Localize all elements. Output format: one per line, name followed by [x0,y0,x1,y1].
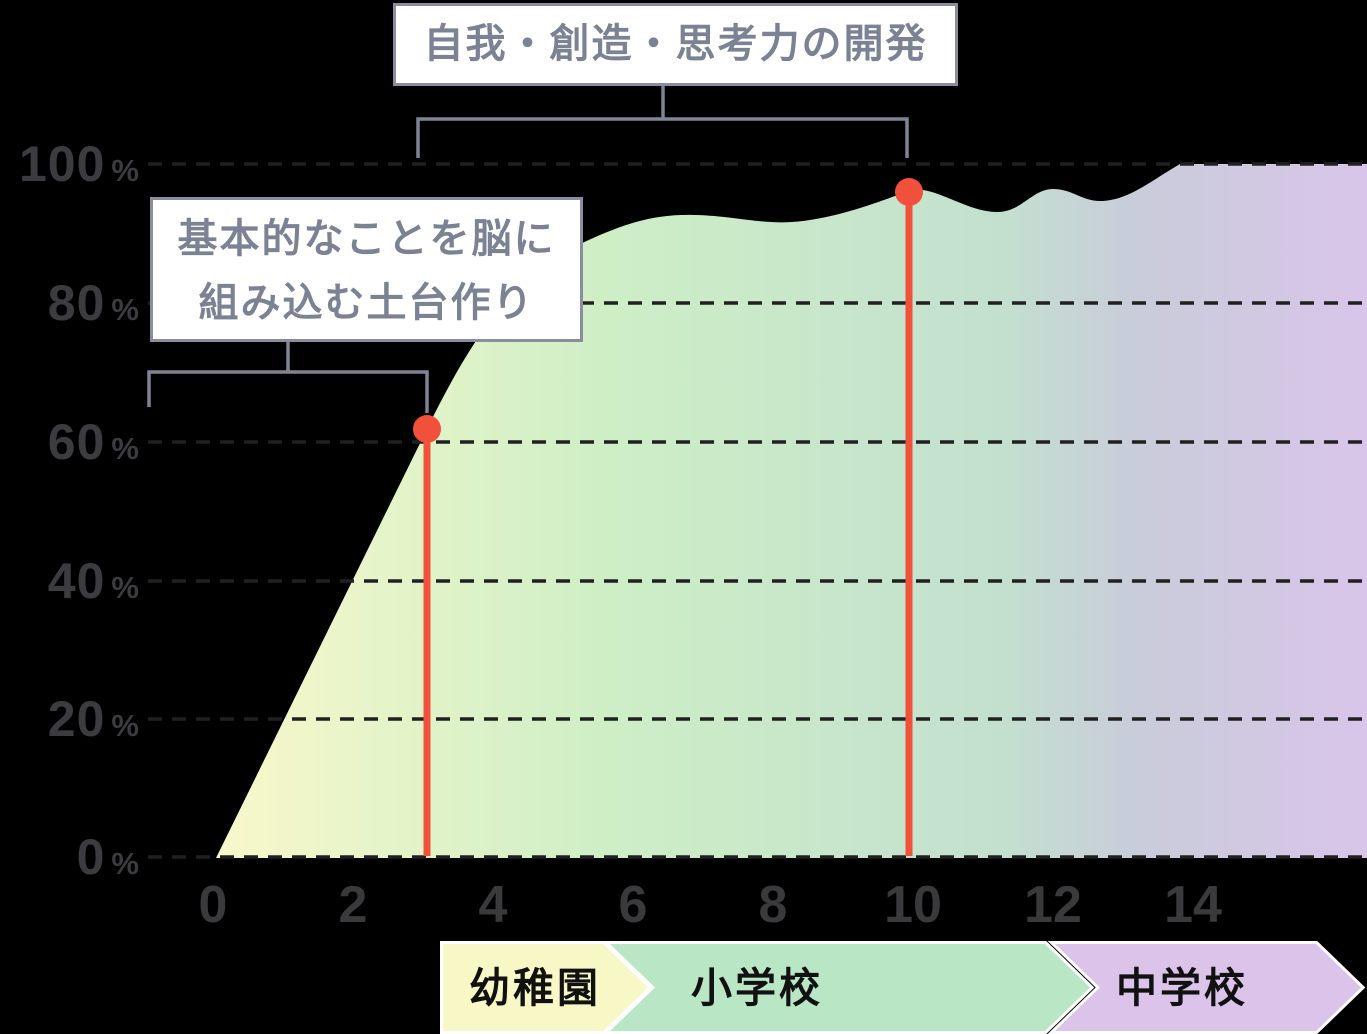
stage-juniorhigh-arrow [1047,941,1366,1034]
x-tick-10: 10 [884,876,942,934]
stage-label-juniorhigh: 中学校 [1116,965,1248,1011]
percent-sign: % [111,846,140,881]
y-tick-80: 80% [0,273,140,333]
stage-kindergarten-arrow [440,941,653,1034]
percent-sign: % [111,292,140,327]
x-tick-0: 0 [198,876,228,934]
y-tick-40: 40% [0,551,140,611]
y-tick-100-value: 100 [18,136,106,192]
y-tick-80-value: 80 [47,275,106,331]
marker-dot-age3 [413,415,441,443]
x-tick-14: 14 [1164,876,1222,934]
stage-ribbon [440,941,1366,1034]
callout-foundation-line2: 組み込む土台作り [198,281,535,325]
left-callout-bracket [147,342,429,413]
y-tick-20: 20% [0,689,140,749]
top-callout-bracket [416,86,909,158]
x-tick-2: 2 [338,876,368,934]
y-tick-60: 60% [0,412,140,472]
x-tick-8: 8 [758,876,788,934]
y-tick-0-value: 0 [76,829,106,885]
stage-label-elementary: 小学校 [691,965,823,1011]
percent-sign: % [111,570,140,605]
y-tick-100: 100% [0,134,140,194]
callout-development: 自我・創造・思考力の開発 [393,3,958,86]
callout-connectors [147,86,909,413]
callout-foundation-line1: 基本的なことを脳に [177,217,556,261]
x-tick-6: 6 [618,876,648,934]
stage-elementary-arrow [602,941,1095,1034]
percent-sign: % [111,153,140,188]
marker-dot-age10 [895,178,923,206]
y-tick-60-value: 60 [47,414,106,470]
percent-sign: % [111,431,140,466]
y-tick-40-value: 40 [47,553,106,609]
markers [413,178,923,856]
y-tick-0: 0% [0,827,140,887]
x-tick-4: 4 [478,876,508,934]
stage-label-kindergarten: 幼稚園 [469,965,601,1011]
gridlines [148,162,1367,859]
callout-foundation: 基本的なことを脳に 組み込む土台作り [150,197,583,342]
percent-sign: % [111,708,140,743]
y-tick-20-value: 20 [47,691,106,747]
x-tick-12: 12 [1024,876,1082,934]
